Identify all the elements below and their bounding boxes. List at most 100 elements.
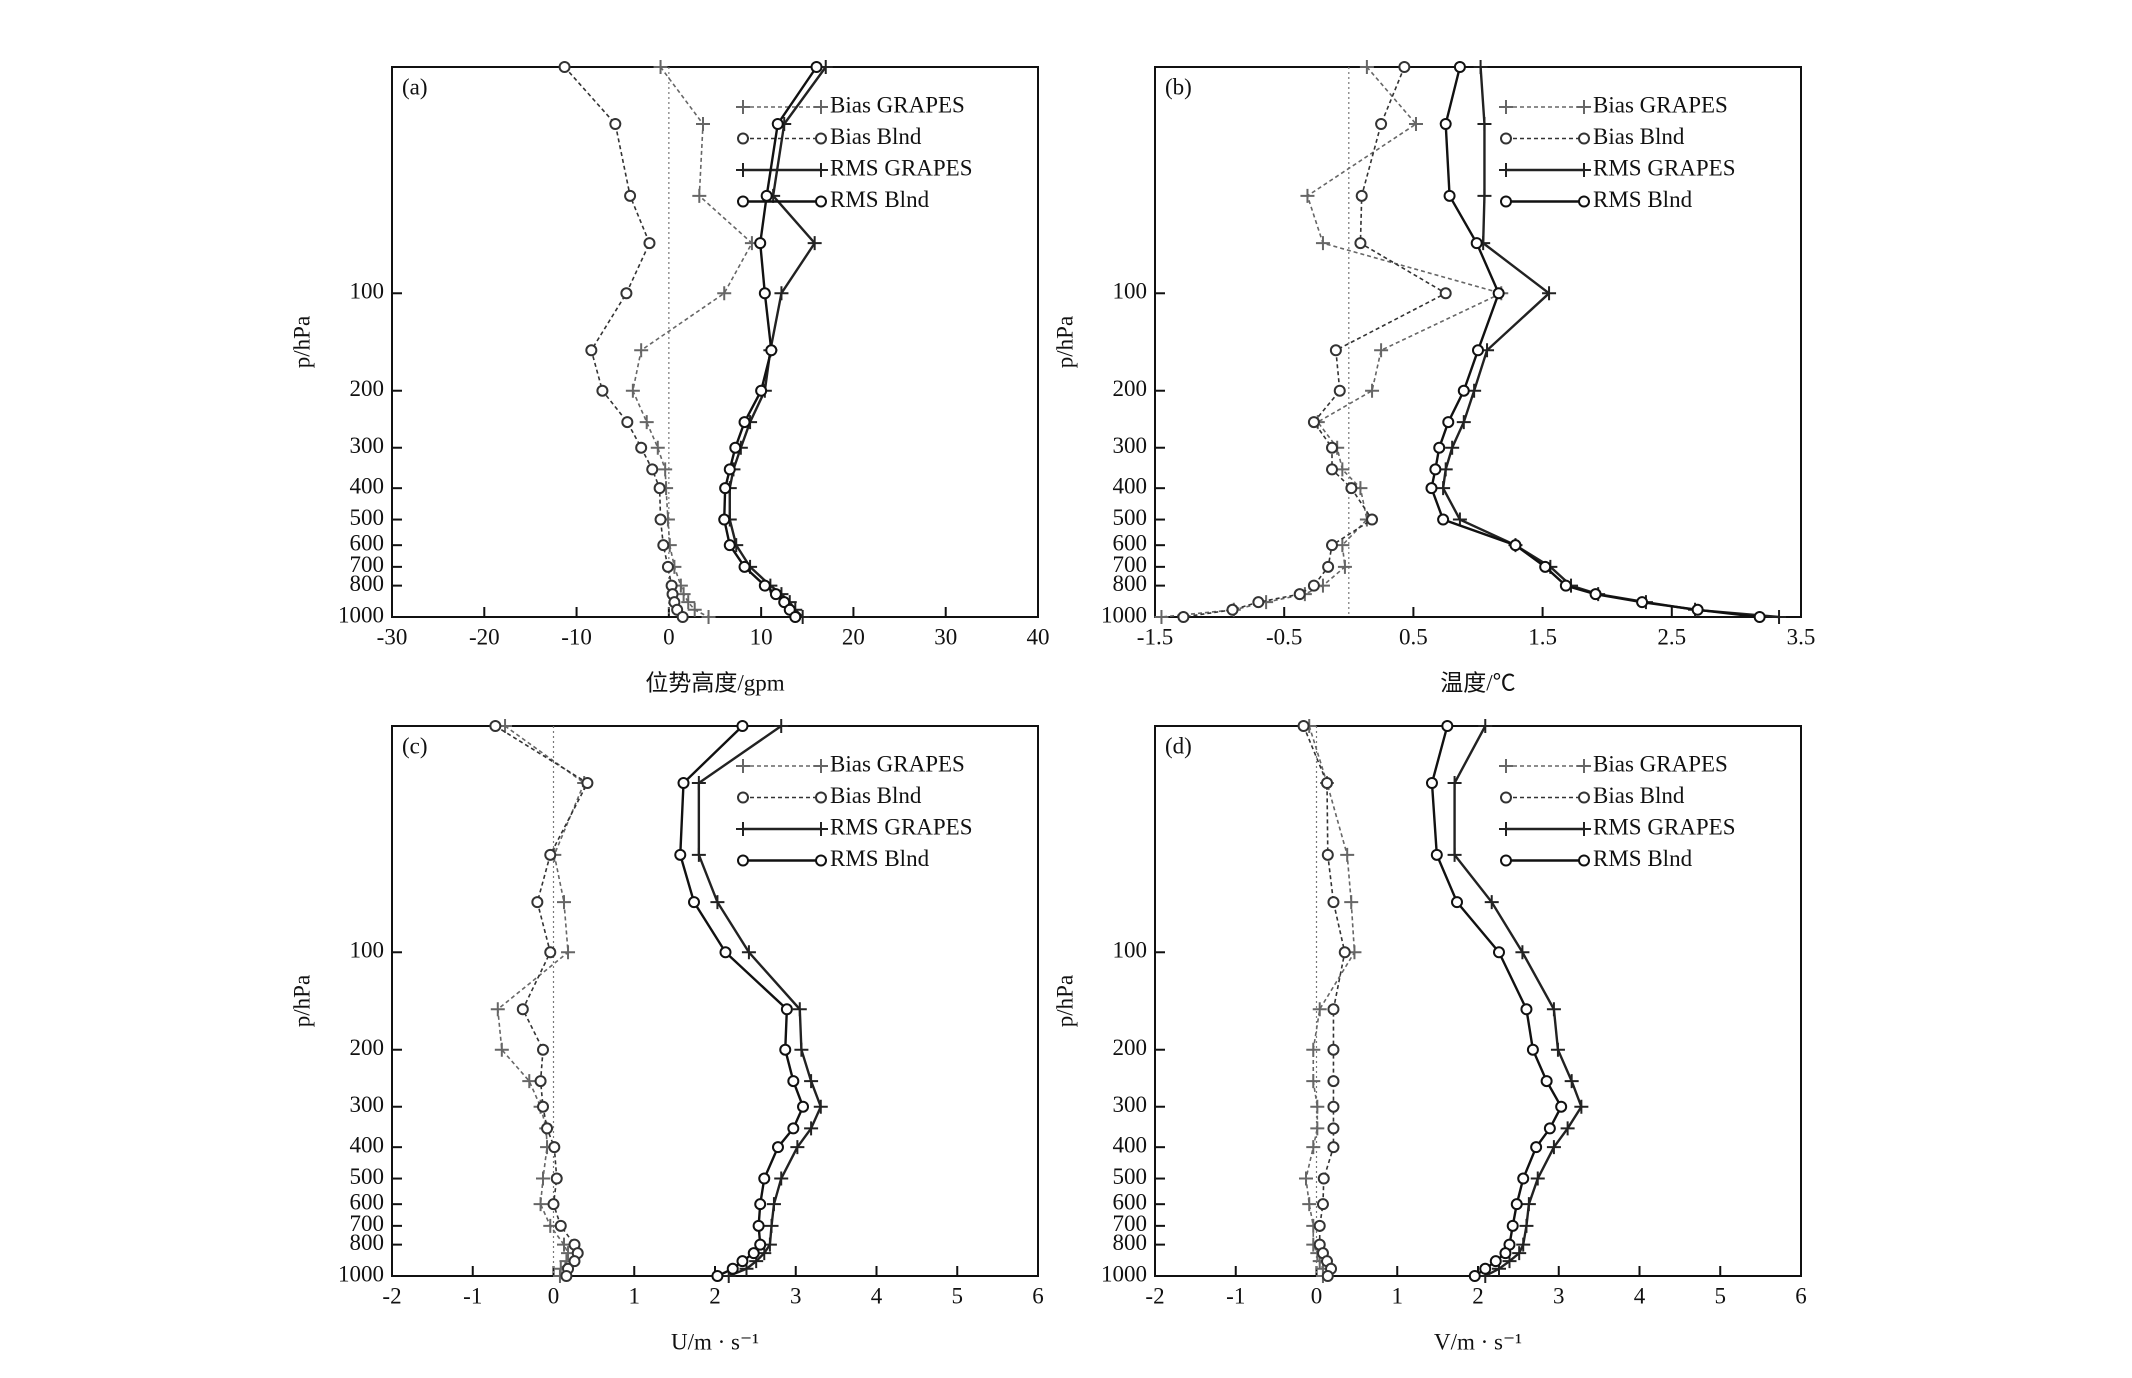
marker — [1312, 1002, 1327, 1017]
marker — [1447, 847, 1462, 862]
legend-label: Bias GRAPES — [1593, 92, 1728, 117]
legend-item: RMS Blnd — [1500, 846, 1693, 871]
y-tick-label: 300 — [350, 1092, 385, 1117]
y-tick-label: 800 — [350, 571, 385, 596]
y-tick-label: 600 — [1113, 530, 1148, 555]
marker — [710, 895, 725, 910]
marker — [547, 1198, 560, 1211]
panel-label: (b) — [1165, 74, 1192, 99]
y-tick-label: 100 — [1113, 279, 1148, 304]
marker — [769, 588, 782, 601]
marker — [643, 237, 656, 250]
y-tick-label: 100 — [350, 279, 385, 304]
series-line — [1430, 66, 1760, 619]
y-tick-label: 800 — [350, 1230, 385, 1255]
marker — [1297, 720, 1310, 732]
marker — [747, 1247, 760, 1260]
marker — [737, 854, 749, 867]
x-tick-label: 1 — [1392, 1283, 1404, 1308]
marker — [1543, 1122, 1556, 1135]
marker — [596, 384, 609, 397]
marker — [764, 1218, 779, 1233]
marker — [531, 896, 544, 909]
legend-label: Bias Blnd — [830, 124, 922, 149]
marker — [691, 776, 706, 791]
marker — [1322, 560, 1335, 573]
marker — [754, 1238, 767, 1251]
plot-frame — [391, 66, 1039, 618]
marker — [639, 415, 654, 430]
marker — [1520, 1003, 1533, 1016]
marker — [765, 344, 778, 357]
y-tick-label: 500 — [1113, 505, 1148, 530]
x-tick-label: 1 — [629, 1283, 641, 1308]
y-tick-label: 300 — [1113, 433, 1148, 458]
marker — [1457, 384, 1470, 397]
y-tick-label: 600 — [350, 530, 385, 555]
marker — [736, 759, 750, 773]
marker — [620, 287, 633, 300]
marker — [794, 1042, 809, 1057]
marker — [810, 61, 823, 73]
marker — [568, 1255, 581, 1268]
marker — [1499, 163, 1513, 177]
series-line — [1453, 725, 1583, 1278]
marker — [736, 100, 750, 114]
marker — [737, 791, 749, 804]
marker — [719, 946, 732, 959]
legend-item: RMS Blnd — [737, 846, 930, 871]
marker — [609, 118, 622, 131]
marker — [1302, 1197, 1317, 1212]
marker — [1327, 1043, 1340, 1056]
marker — [1478, 719, 1493, 733]
marker — [1479, 1262, 1492, 1275]
marker — [1509, 539, 1522, 552]
marker — [1559, 579, 1572, 592]
marker — [489, 720, 502, 732]
marker — [581, 777, 594, 790]
marker — [1355, 189, 1368, 202]
legend-label: RMS Blnd — [1593, 187, 1693, 212]
marker — [1327, 1122, 1340, 1135]
x-axis-label: 位势高度/gpm — [645, 670, 784, 695]
marker — [1327, 1003, 1340, 1016]
marker — [692, 188, 707, 203]
y-tick-label: 400 — [350, 473, 385, 498]
y-tick-label: 700 — [350, 552, 385, 577]
marker — [1530, 1141, 1543, 1154]
marker — [634, 343, 649, 358]
marker — [687, 602, 702, 617]
marker — [1484, 895, 1499, 910]
series-line — [1305, 725, 1356, 1276]
x-tick-label: 3 — [790, 1283, 802, 1308]
marker — [1408, 117, 1423, 132]
marker — [653, 60, 668, 74]
legend-item: Bias GRAPES — [1499, 92, 1728, 117]
legend-label: Bias Blnd — [1593, 124, 1685, 149]
marker — [729, 441, 742, 454]
marker — [736, 720, 749, 732]
marker — [719, 482, 732, 495]
marker — [696, 117, 711, 132]
marker — [1477, 188, 1492, 203]
marker — [1338, 946, 1351, 959]
marker — [1430, 848, 1443, 861]
series-line — [563, 66, 684, 618]
marker — [1499, 1247, 1512, 1260]
marker — [541, 1122, 554, 1135]
legend-label: RMS GRAPES — [1593, 814, 1736, 839]
marker — [1512, 1246, 1527, 1261]
marker — [1447, 776, 1462, 791]
legend-item: Bias Blnd — [1500, 124, 1685, 149]
legend-label: Bias Blnd — [830, 783, 922, 808]
x-tick-label: 0 — [548, 1283, 560, 1308]
marker — [741, 945, 756, 960]
marker — [550, 1172, 563, 1185]
marker — [1577, 163, 1591, 177]
legend-item: RMS GRAPES — [1499, 155, 1736, 180]
marker — [1636, 596, 1649, 609]
y-axis-label: p/hPa — [1052, 316, 1077, 368]
series-line — [1441, 66, 1780, 619]
marker — [1437, 513, 1450, 526]
marker — [755, 384, 768, 397]
